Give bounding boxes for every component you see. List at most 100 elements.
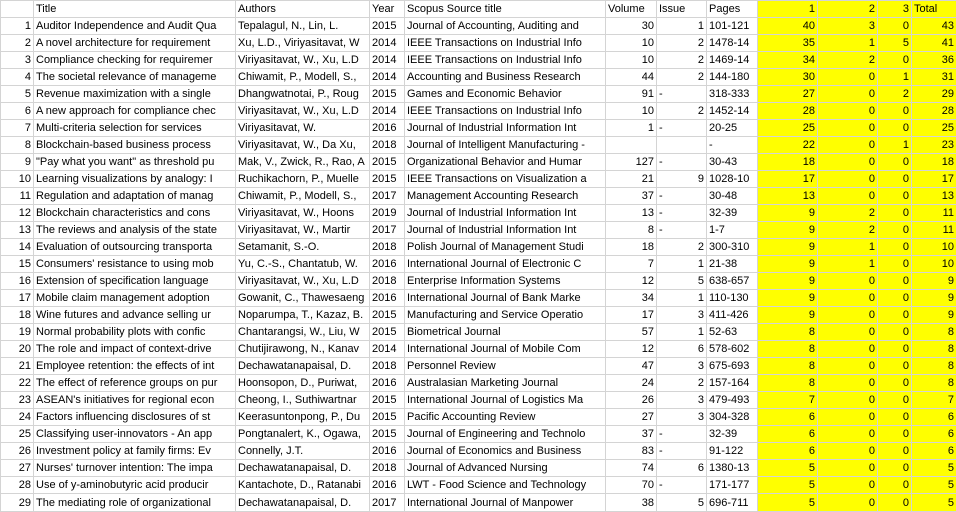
count-3-cell[interactable]: 0 — [877, 442, 912, 460]
year-cell[interactable]: 2014 — [369, 51, 405, 69]
year-cell[interactable]: 2016 — [369, 289, 405, 307]
count-3-cell[interactable]: 0 — [877, 374, 912, 392]
volume-cell[interactable]: 18 — [605, 238, 657, 256]
count-2-cell[interactable]: 1 — [817, 34, 878, 52]
title-cell[interactable]: The reviews and analysis of the state — [33, 221, 236, 239]
year-cell[interactable]: 2015 — [369, 85, 405, 103]
pages-cell[interactable]: 1-7 — [706, 221, 758, 239]
pages-cell[interactable]: 21-38 — [706, 255, 758, 273]
volume-cell[interactable]: 12 — [605, 272, 657, 290]
authors-cell[interactable]: Dhangwatnotai, P., Roug — [235, 85, 370, 103]
year-cell[interactable]: 2014 — [369, 68, 405, 86]
count-3-cell[interactable]: 0 — [877, 425, 912, 443]
authors-cell[interactable]: Hoonsopon, D., Puriwat, — [235, 374, 370, 392]
source-title-cell[interactable]: Games and Economic Behavior — [404, 85, 606, 103]
count-3-cell[interactable]: 0 — [877, 51, 912, 69]
issue-cell[interactable]: 1 — [656, 289, 707, 307]
count-1-cell[interactable]: 9 — [757, 238, 818, 256]
issue-cell[interactable]: 1 — [656, 255, 707, 273]
header-source-title[interactable]: Scopus Source title — [404, 0, 606, 18]
pages-cell[interactable]: 578-602 — [706, 340, 758, 358]
pages-cell[interactable]: 1452-14 — [706, 102, 758, 120]
year-cell[interactable]: 2015 — [369, 425, 405, 443]
source-title-cell[interactable]: Journal of Economics and Business — [404, 442, 606, 460]
pages-cell[interactable]: 638-657 — [706, 272, 758, 290]
pages-cell[interactable]: 30-48 — [706, 187, 758, 205]
count-2-cell[interactable]: 0 — [817, 425, 878, 443]
count-1-cell[interactable]: 9 — [757, 306, 818, 324]
authors-cell[interactable]: Cheong, I., Suthiwartnar — [235, 391, 370, 409]
total-cell[interactable]: 43 — [911, 17, 956, 35]
year-cell[interactable]: 2017 — [369, 187, 405, 205]
count-2-cell[interactable]: 0 — [817, 323, 878, 341]
title-cell[interactable]: Factors influencing disclosures of st — [33, 408, 236, 426]
year-cell[interactable]: 2018 — [369, 459, 405, 477]
pages-cell[interactable]: 144-180 — [706, 68, 758, 86]
volume-cell[interactable]: 12 — [605, 340, 657, 358]
volume-cell[interactable]: 74 — [605, 459, 657, 477]
title-cell[interactable]: Mobile claim management adoption — [33, 289, 236, 307]
volume-cell[interactable]: 30 — [605, 17, 657, 35]
count-1-cell[interactable]: 6 — [757, 408, 818, 426]
source-title-cell[interactable]: Management Accounting Research — [404, 187, 606, 205]
source-title-cell[interactable]: Biometrical Journal — [404, 323, 606, 341]
header-col-2[interactable]: 2 — [817, 0, 878, 18]
title-cell[interactable]: Multi-criteria selection for services — [33, 119, 236, 137]
count-2-cell[interactable]: 0 — [817, 102, 878, 120]
issue-cell[interactable]: 3 — [656, 391, 707, 409]
volume-cell[interactable]: 10 — [605, 102, 657, 120]
pages-cell[interactable]: 20-25 — [706, 119, 758, 137]
title-cell[interactable]: Compliance checking for requiremer — [33, 51, 236, 69]
volume-cell[interactable]: 13 — [605, 204, 657, 222]
count-1-cell[interactable]: 35 — [757, 34, 818, 52]
total-cell[interactable]: 8 — [911, 323, 956, 341]
count-3-cell[interactable]: 0 — [877, 340, 912, 358]
issue-cell[interactable]: - — [656, 187, 707, 205]
title-cell[interactable]: Blockchain characteristics and cons — [33, 204, 236, 222]
year-cell[interactable]: 2017 — [369, 493, 405, 512]
year-cell[interactable]: 2016 — [369, 476, 405, 494]
issue-cell[interactable]: 6 — [656, 340, 707, 358]
source-title-cell[interactable]: IEEE Transactions on Industrial Info — [404, 51, 606, 69]
row-number[interactable]: 7 — [0, 119, 34, 137]
year-cell[interactable]: 2014 — [369, 340, 405, 358]
title-cell[interactable]: A new approach for compliance chec — [33, 102, 236, 120]
count-3-cell[interactable]: 0 — [877, 476, 912, 494]
source-title-cell[interactable]: International Journal of Manpower — [404, 493, 606, 512]
total-cell[interactable]: 25 — [911, 119, 956, 137]
issue-cell[interactable]: 6 — [656, 459, 707, 477]
count-3-cell[interactable]: 0 — [877, 408, 912, 426]
authors-cell[interactable]: Mak, V., Zwick, R., Rao, A — [235, 153, 370, 171]
count-3-cell[interactable]: 5 — [877, 34, 912, 52]
count-3-cell[interactable]: 0 — [877, 187, 912, 205]
pages-cell[interactable]: 52-63 — [706, 323, 758, 341]
row-number[interactable]: 24 — [0, 408, 34, 426]
count-1-cell[interactable]: 40 — [757, 17, 818, 35]
year-cell[interactable]: 2016 — [369, 374, 405, 392]
total-cell[interactable]: 11 — [911, 221, 956, 239]
source-title-cell[interactable]: Journal of Advanced Nursing — [404, 459, 606, 477]
title-cell[interactable]: The mediating role of organizational — [33, 493, 236, 512]
count-1-cell[interactable]: 8 — [757, 340, 818, 358]
total-cell[interactable]: 10 — [911, 255, 956, 273]
authors-cell[interactable]: Xu, L.D., Viriyasitavat, W — [235, 34, 370, 52]
title-cell[interactable]: Use of y-aminobutyric acid producir — [33, 476, 236, 494]
source-title-cell[interactable]: IEEE Transactions on Visualization a — [404, 170, 606, 188]
title-cell[interactable]: Wine futures and advance selling ur — [33, 306, 236, 324]
row-number[interactable]: 3 — [0, 51, 34, 69]
row-number[interactable]: 12 — [0, 204, 34, 222]
count-2-cell[interactable]: 1 — [817, 238, 878, 256]
issue-cell[interactable]: 1 — [656, 17, 707, 35]
source-title-cell[interactable]: Journal of Accounting, Auditing and — [404, 17, 606, 35]
count-3-cell[interactable]: 0 — [877, 289, 912, 307]
pages-cell[interactable]: 157-164 — [706, 374, 758, 392]
source-title-cell[interactable]: Journal of Industrial Information Int — [404, 119, 606, 137]
count-2-cell[interactable]: 0 — [817, 493, 878, 512]
total-cell[interactable]: 5 — [911, 476, 956, 494]
volume-cell[interactable]: 47 — [605, 357, 657, 375]
title-cell[interactable]: The societal relevance of manageme — [33, 68, 236, 86]
issue-cell[interactable]: 3 — [656, 408, 707, 426]
total-cell[interactable]: 6 — [911, 408, 956, 426]
count-1-cell[interactable]: 25 — [757, 119, 818, 137]
total-cell[interactable]: 5 — [911, 493, 956, 512]
